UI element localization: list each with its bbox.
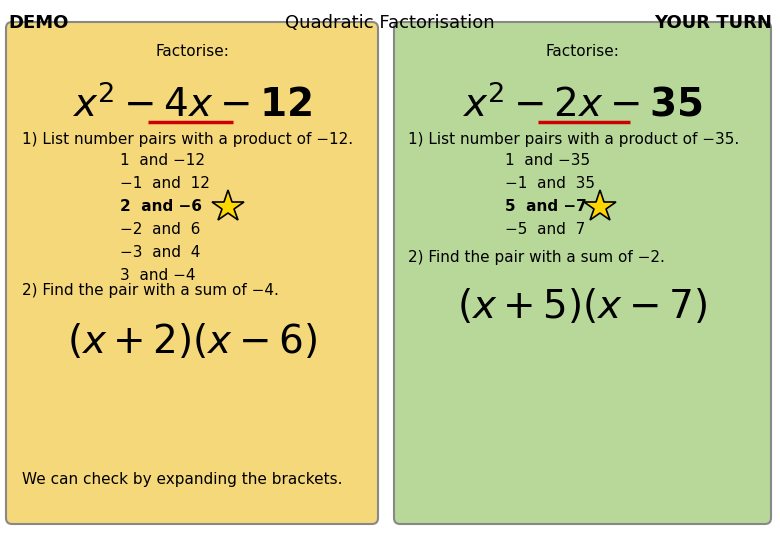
FancyBboxPatch shape <box>394 22 771 524</box>
Text: 2) Find the pair with a sum of −4.: 2) Find the pair with a sum of −4. <box>22 283 279 298</box>
Text: −2  and  6: −2 and 6 <box>120 222 200 237</box>
Text: 2  and −6: 2 and −6 <box>120 199 202 214</box>
Text: 2) Find the pair with a sum of −2.: 2) Find the pair with a sum of −2. <box>408 250 665 265</box>
Text: $x^2 - 4x - \mathbf{12}$: $x^2 - 4x - \mathbf{12}$ <box>72 85 312 125</box>
Text: $x^2 - 2x - \mathbf{35}$: $x^2 - 2x - \mathbf{35}$ <box>462 85 702 125</box>
Text: −1  and  35: −1 and 35 <box>505 176 595 191</box>
Text: −3  and  4: −3 and 4 <box>120 245 200 260</box>
Text: 1  and −35: 1 and −35 <box>505 153 590 168</box>
Text: YOUR TURN: YOUR TURN <box>654 14 772 32</box>
Text: Factorise:: Factorise: <box>545 44 619 59</box>
Text: 1) List number pairs with a product of −12.: 1) List number pairs with a product of −… <box>22 132 353 147</box>
Text: Quadratic Factorisation: Quadratic Factorisation <box>285 14 495 32</box>
Text: We can check by expanding the brackets.: We can check by expanding the brackets. <box>22 472 342 487</box>
Text: $( x + 2 ) ( x - 6 )$: $( x + 2 ) ( x - 6 )$ <box>67 322 317 361</box>
Text: $( x + 5 ) ( x - 7 )$: $( x + 5 ) ( x - 7 )$ <box>457 287 707 326</box>
FancyBboxPatch shape <box>6 22 378 524</box>
Text: 5  and −7: 5 and −7 <box>505 199 587 214</box>
Text: 3  and −4: 3 and −4 <box>120 268 196 283</box>
Text: −5  and  7: −5 and 7 <box>505 222 585 237</box>
Text: DEMO: DEMO <box>8 14 69 32</box>
Text: 1) List number pairs with a product of −35.: 1) List number pairs with a product of −… <box>408 132 739 147</box>
Text: −1  and  12: −1 and 12 <box>120 176 210 191</box>
Text: Factorise:: Factorise: <box>155 44 229 59</box>
Text: 1  and −12: 1 and −12 <box>120 153 205 168</box>
